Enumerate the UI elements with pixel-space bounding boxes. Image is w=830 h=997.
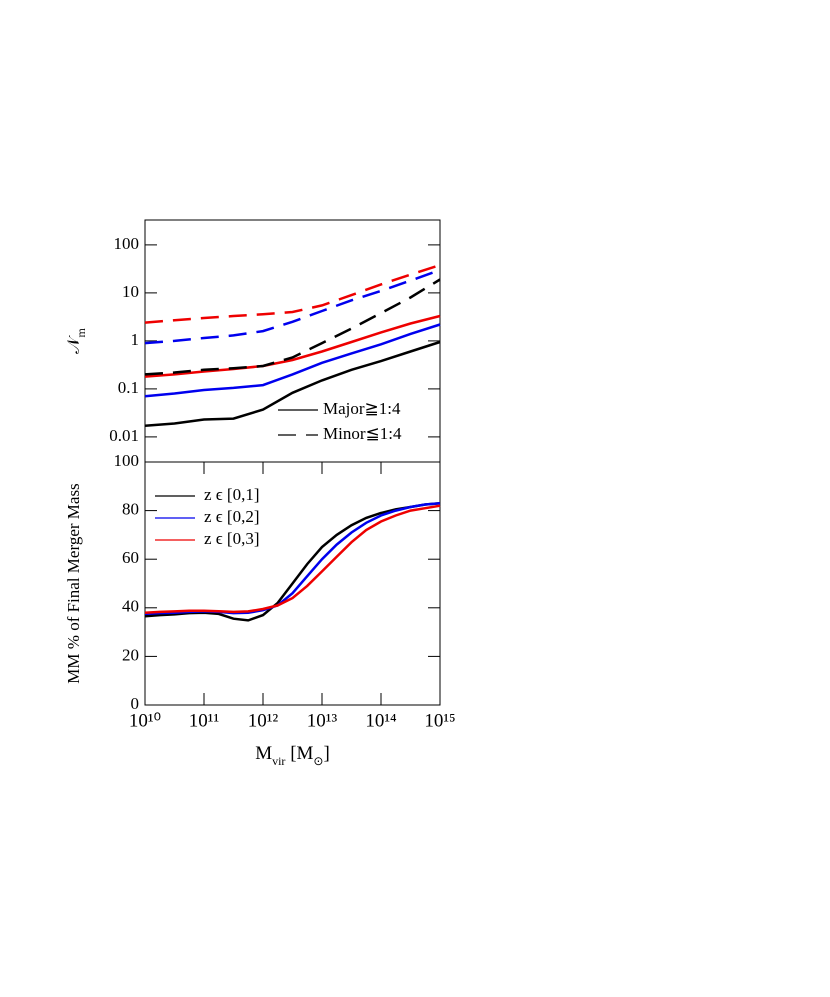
y-axis-label: MM % of Final Merger Mass [64, 483, 83, 683]
x-axis-label-part: M [255, 743, 272, 764]
y-axis-label-part: MM % of Final Merger Mass [64, 483, 83, 683]
x-axis-label-part: ] [323, 743, 329, 764]
y-tick-label: 10 [122, 282, 139, 301]
y-tick-label: 0.1 [118, 378, 139, 397]
y-tick-label: 0.01 [109, 426, 139, 445]
y-tick-label: 80 [122, 500, 139, 519]
y-tick-label: 100 [114, 451, 140, 470]
x-axis-label-part: ⊙ [313, 754, 323, 768]
y-tick-label: 100 [114, 234, 140, 253]
y-axis-label-part: 𝒩 [64, 335, 83, 354]
legend-label: Minor≦1:4 [323, 424, 402, 443]
y-axis-label-part: m [74, 328, 88, 338]
y-tick-label: 20 [122, 645, 139, 664]
x-tick-label: 10¹¹ [189, 710, 220, 731]
series-line [144, 323, 441, 398]
plot-frame [144, 461, 441, 706]
x-tick-label: 10¹² [248, 710, 279, 731]
legend-label: z ϵ [0,3] [204, 529, 260, 548]
legend-label: z ϵ [0,1] [204, 485, 260, 504]
x-tick-label: 10¹⁴ [365, 710, 397, 731]
series-line [144, 268, 441, 345]
y-tick-label: 40 [122, 597, 139, 616]
legend-label: z ϵ [0,2] [204, 507, 260, 526]
x-tick-label: 10¹³ [307, 710, 338, 731]
series-line [144, 504, 441, 614]
x-axis-label: Mvir [M⊙] [255, 743, 330, 767]
series-line [144, 278, 441, 376]
legend-label: Major≧1:4 [323, 399, 401, 418]
x-axis-label-part: [M [285, 743, 313, 764]
series-line [144, 502, 441, 622]
series-line [144, 340, 441, 428]
series-line [144, 263, 441, 324]
series-line [144, 314, 441, 378]
x-tick-label: 10¹⁵ [424, 710, 455, 731]
x-axis-label-part: vir [272, 754, 285, 768]
y-tick-label: 1 [131, 330, 140, 349]
y-axis-label: 𝒩m [64, 328, 88, 354]
x-tick-label: 10¹⁰ [129, 710, 161, 731]
y-tick-label: 0 [131, 694, 140, 713]
y-tick-label: 60 [122, 548, 139, 567]
